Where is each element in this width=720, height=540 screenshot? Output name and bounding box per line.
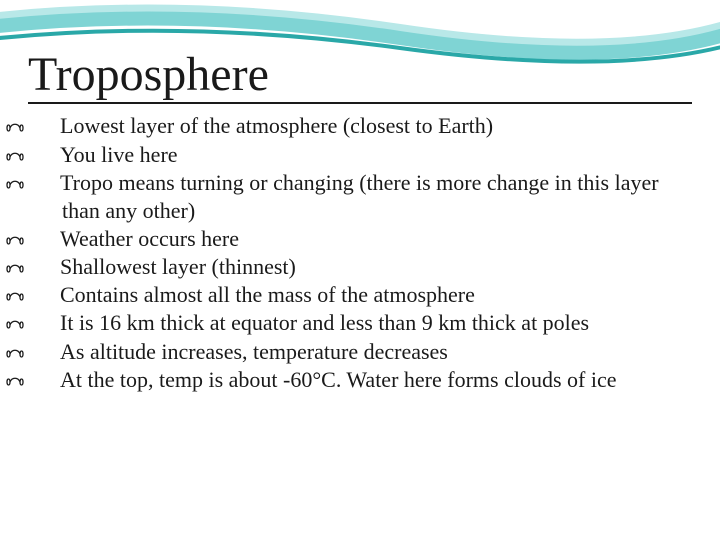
list-item-text: At the top, temp is about -60°C. Water h… [60,367,617,392]
list-item: Weather occurs here [28,225,692,253]
list-item-text: You live here [60,142,178,167]
list-item: As altitude increases, temperature decre… [28,338,692,366]
list-item: Shallowest layer (thinnest) [28,253,692,281]
list-item-text: Contains almost all the mass of the atmo… [60,282,475,307]
scroll-bullet-icon [34,309,56,337]
list-item: Tropo means turning or changing (there i… [28,169,692,225]
list-item: You live here [28,141,692,169]
list-item: Lowest layer of the atmosphere (closest … [28,112,692,140]
scroll-bullet-icon [34,281,56,309]
bullet-list: Lowest layer of the atmosphere (closest … [28,112,692,394]
list-item: At the top, temp is about -60°C. Water h… [28,366,692,394]
list-item-text: As altitude increases, temperature decre… [60,339,448,364]
list-item-text: Weather occurs here [60,226,239,251]
scroll-bullet-icon [34,253,56,281]
slide-title: Troposphere [28,50,692,104]
scroll-bullet-icon [34,112,56,140]
list-item-text: Tropo means turning or changing (there i… [60,170,659,223]
scroll-bullet-icon [34,225,56,253]
list-item-text: It is 16 km thick at equator and less th… [60,310,589,335]
scroll-bullet-icon [34,169,56,197]
list-item-text: Lowest layer of the atmosphere (closest … [60,113,493,138]
slide-content: Troposphere Lowest layer of the atmosphe… [0,0,720,414]
scroll-bullet-icon [34,338,56,366]
list-item-text: Shallowest layer (thinnest) [60,254,296,279]
scroll-bullet-icon [34,141,56,169]
list-item: Contains almost all the mass of the atmo… [28,281,692,309]
list-item: It is 16 km thick at equator and less th… [28,309,692,337]
scroll-bullet-icon [34,366,56,394]
